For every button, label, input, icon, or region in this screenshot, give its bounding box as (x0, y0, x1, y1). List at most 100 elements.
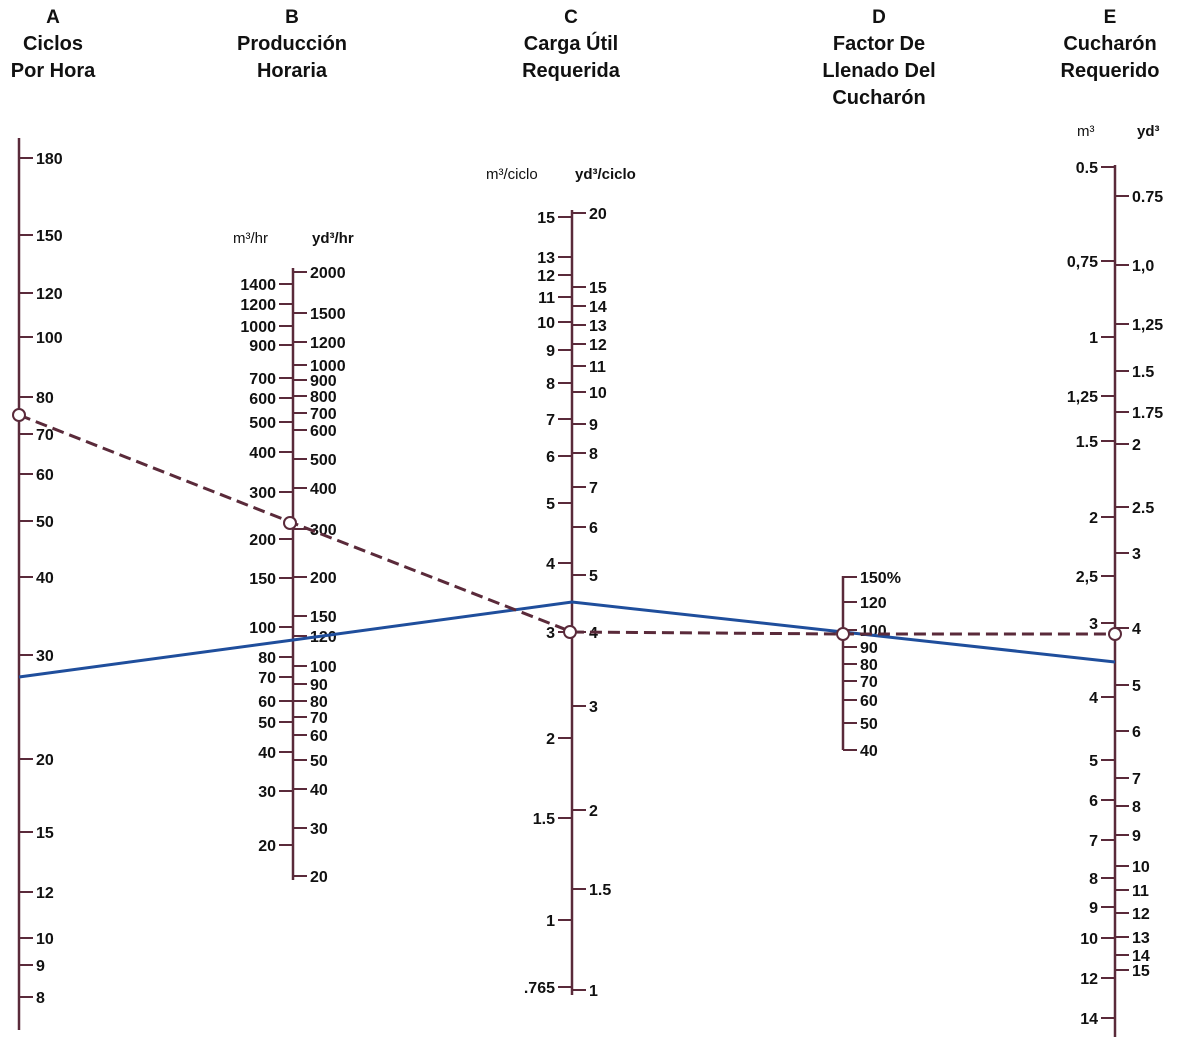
scale-c-right-label: 9 (589, 417, 598, 434)
scale-b-right-label: 400 (310, 481, 337, 498)
scale-d-label: 150% (860, 570, 901, 587)
scale-b-left-label: 60 (258, 694, 276, 711)
scale-a-label: 120 (36, 286, 63, 303)
scale-d-label: 60 (860, 693, 878, 710)
scale-b-left-label: 1400 (240, 277, 276, 294)
scale-c-left-label: 12 (537, 268, 555, 285)
scale-c-left-label: 15 (537, 210, 555, 227)
header-c-line1: Carga Útil (523, 33, 619, 55)
scale-a-label: 70 (36, 427, 54, 444)
scale-b-left-label: 700 (249, 371, 276, 388)
scale-e-left-label: 0,75 (1067, 254, 1098, 271)
scale-b-right-label: 1200 (310, 335, 346, 352)
marker-c (563, 625, 577, 639)
scale-b-left-label: 1200 (240, 297, 276, 314)
scale-d-label: 120 (860, 595, 887, 612)
scale-b-left-label: 500 (249, 415, 276, 432)
scale-e-right-label: 9 (1132, 828, 1141, 845)
scale-b-left-label: 1000 (240, 319, 276, 336)
scale-c-right-label: 20 (589, 206, 607, 223)
scale-d-label: 70 (860, 674, 878, 691)
scale-e-right-label: 1.75 (1132, 405, 1163, 422)
header-b: B Producción Horaria (237, 4, 347, 85)
scale-a-label: 10 (36, 931, 54, 948)
scale-c-right-label: 13 (589, 318, 607, 335)
scale-b-right-label: 300 (310, 522, 337, 539)
scale-c-left-label: 11 (538, 290, 555, 307)
scale-a-label: 20 (36, 752, 54, 769)
scale-b-right-label: 80 (310, 694, 328, 711)
scale-e-right-label: 10 (1132, 859, 1150, 876)
scale-a-label: 100 (36, 330, 63, 347)
scale-e-right-label: 1.5 (1132, 364, 1154, 381)
scale-e-left-label: 5 (1089, 753, 1098, 770)
unit-b-right: yd³/hr (312, 230, 354, 247)
scale-b-right-label: 900 (310, 373, 337, 390)
scale-b-left-label: 100 (249, 620, 276, 637)
scale-e-left-label: 7 (1089, 833, 1098, 850)
header-a-line1: Ciclos (22, 33, 84, 55)
header-b-line2: Horaria (256, 60, 328, 82)
header-d-letter: D (872, 7, 886, 28)
scale-a-label: 12 (36, 885, 54, 902)
scale-b-left-label: 80 (258, 650, 276, 667)
scale-b-left-label: 30 (258, 784, 276, 801)
scale-b-right-label: 700 (310, 406, 337, 423)
scale-b-left-label: 300 (249, 485, 276, 502)
scale-e-left-label: 9 (1089, 900, 1098, 917)
header-c-line2: Requerida (522, 60, 620, 82)
scale-a-label: 80 (36, 390, 54, 407)
scale-d-label: 90 (860, 640, 878, 657)
scale-b-left-label: 150 (249, 571, 276, 588)
scale-e-right-label: 1,25 (1132, 317, 1163, 334)
scale-e-right-label: 7 (1132, 771, 1141, 788)
header-a-line2: Por Hora (10, 60, 96, 82)
scale-b-right-label: 500 (310, 452, 337, 469)
header-d-line3: Cucharón (832, 87, 926, 109)
scale-b-left-label: 40 (258, 745, 276, 762)
example-line-solid (18, 600, 1116, 679)
scale-b-left-label: 400 (249, 445, 276, 462)
scale-e-left-label: 4 (1089, 690, 1098, 707)
unit-b-left: m³/hr (233, 230, 268, 247)
example-line-dashed (18, 413, 1115, 636)
scale-a-label: 15 (36, 825, 54, 842)
scale-c-right-label: 12 (589, 337, 607, 354)
scale-b-right-label: 20 (310, 869, 328, 886)
scale-b-right-label: 800 (310, 389, 337, 406)
marker-a (12, 408, 26, 422)
scale-c-left-label: 2 (546, 731, 555, 748)
scale-b-left-label: 600 (249, 391, 276, 408)
scale-a-label: 40 (36, 570, 54, 587)
header-c-letter: C (564, 7, 578, 28)
scale-b-right-label: 200 (310, 570, 337, 587)
scale-e-left-label: 0.5 (1076, 160, 1098, 177)
scale-c-left-label: 6 (546, 449, 555, 466)
scale-e-right-label: 6 (1132, 724, 1141, 741)
scale-e-left-label: 2 (1089, 510, 1098, 527)
header-d-line2: Llenado Del (822, 60, 936, 82)
scale-e-left-label: 14 (1080, 1011, 1098, 1028)
scale-b-left-label: 200 (249, 532, 276, 549)
header-b-letter: B (285, 7, 299, 28)
scale-e-right-label: 12 (1132, 906, 1150, 923)
scale-c-right-label: 5 (589, 568, 598, 585)
scale-c-left-label: 8 (546, 376, 555, 393)
scale-e-right-label: 2.5 (1132, 500, 1154, 517)
scale-a-label: 180 (36, 151, 63, 168)
scale-e-right-label: 8 (1132, 799, 1141, 816)
scale-c-left-label: .765 (524, 980, 555, 997)
scale-c-left-label: 9 (546, 343, 555, 360)
scale-e-right-label: 5 (1132, 678, 1141, 695)
header-e: E Cucharón Requerido (1061, 4, 1160, 85)
scale-b-right-label: 150 (310, 609, 337, 626)
scale-c-left-label: 3 (546, 625, 555, 642)
scale-a-label: 30 (36, 648, 54, 665)
header-e-line2: Requerido (1060, 60, 1160, 82)
scale-e-left-label: 2,5 (1076, 569, 1098, 586)
header-c: C Carga Útil Requerida (522, 4, 620, 85)
unit-c-right: yd³/ciclo (575, 166, 636, 183)
scale-e-left-label: 6 (1089, 793, 1098, 810)
scale-e-right-label: 3 (1132, 546, 1141, 563)
scale-c-left-label: 7 (546, 412, 555, 429)
